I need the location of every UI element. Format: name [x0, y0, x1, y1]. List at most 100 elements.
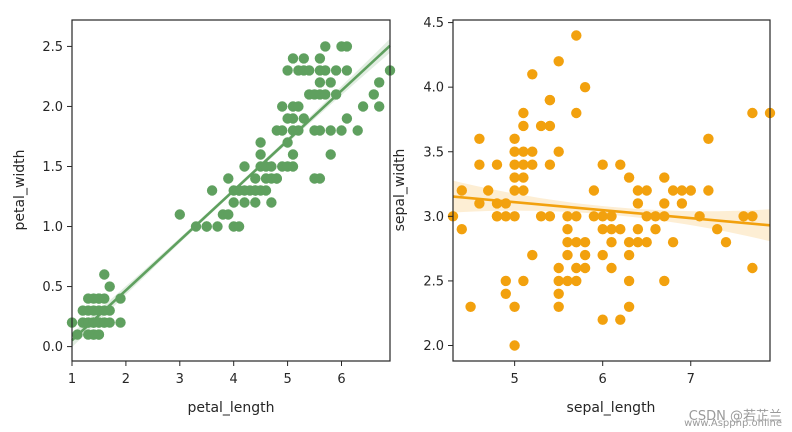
right-y-tick-label: 4.0 [423, 81, 444, 96]
right-data-point [509, 301, 520, 312]
left-x-tick-label: 4 [230, 372, 238, 387]
right-data-point [597, 224, 608, 235]
right-data-point [553, 146, 564, 157]
left-x-tick-label: 1 [68, 372, 76, 387]
right-data-point [553, 262, 564, 274]
right-data-point [527, 69, 538, 80]
left-data-point [314, 173, 326, 184]
right-data-point [747, 107, 758, 119]
right-data-point [571, 275, 582, 287]
left-data-point [250, 185, 261, 196]
left-data-point [233, 221, 245, 232]
left-data-point [325, 77, 336, 88]
right-data-point [597, 249, 608, 261]
left-data-point [228, 197, 239, 208]
right-data-point [562, 211, 573, 222]
right-data-point [500, 211, 511, 222]
left-data-point [223, 209, 234, 220]
right-regression-segment [452, 195, 771, 227]
right-data-point [527, 159, 538, 170]
right-panel: 5 6 7 2.0 2.5 3.0 3.5 4.0 4.5 sepal_length sepa… [392, 16, 776, 416]
left-y-tick-label: 1.5 [42, 160, 63, 175]
left-data-point [277, 101, 288, 112]
right-data-point [659, 275, 670, 287]
right-data-point [606, 262, 617, 274]
right-data-point [597, 314, 608, 325]
left-data-point [298, 53, 309, 64]
left-data-point [255, 149, 266, 160]
right-data-point [456, 224, 467, 235]
right-data-point [518, 159, 529, 170]
left-data-point [330, 65, 342, 76]
left-data-point [293, 101, 304, 112]
left-x-tick-label: 3 [176, 372, 184, 387]
right-data-point [509, 172, 520, 183]
left-x-tick-label: 2 [122, 372, 130, 387]
right-data-point [747, 211, 758, 222]
right-data-point [553, 56, 564, 67]
right-data-point [615, 314, 626, 325]
right-data-point [571, 262, 582, 274]
right-data-point [562, 249, 573, 261]
left-data-point [287, 161, 299, 172]
right-data-point [553, 301, 564, 312]
left-data-point [83, 329, 94, 340]
left-data-point [341, 41, 353, 52]
right-data-point [676, 185, 688, 196]
left-data-point [325, 149, 336, 160]
right-data-point [579, 82, 591, 93]
right-data-point [518, 107, 529, 119]
right-y-axis-label: sepal_width [392, 149, 408, 232]
left-data-point [368, 89, 379, 100]
right-y-tick-label: 2.5 [423, 274, 444, 289]
right-data-point [562, 224, 573, 235]
watermark-site: www.Aspphp.online [684, 418, 782, 429]
left-data-point [266, 197, 277, 208]
left-data-point [336, 125, 347, 136]
right-data-point [474, 133, 485, 144]
left-data-point [223, 173, 234, 184]
left-x-axis-label: petal_length [187, 400, 274, 416]
right-data-point [535, 120, 547, 132]
right-data-point [720, 237, 732, 248]
right-data-point [685, 185, 696, 196]
left-data-point [115, 317, 126, 328]
left-data-point [250, 197, 261, 208]
left-data-point [99, 293, 110, 304]
left-y-tick-label: 0.0 [42, 340, 63, 355]
left-y-ticks: 0.0 0.5 1.0 1.5 2.0 2.5 [42, 40, 72, 355]
right-data-point [579, 237, 591, 248]
left-data-point [314, 125, 326, 136]
right-y-ticks: 2.0 2.5 3.0 3.5 4.0 4.5 [423, 16, 453, 354]
right-data-point [632, 185, 644, 196]
left-x-tick-label: 6 [337, 372, 345, 387]
right-data-point [703, 133, 714, 144]
right-data-point [474, 198, 485, 209]
right-data-point [641, 237, 652, 248]
left-x-ticks: 1 2 3 4 5 6 [68, 361, 346, 387]
right-data-point [606, 224, 617, 235]
right-data-point [518, 172, 529, 183]
right-data-point [597, 159, 608, 170]
right-data-point [544, 94, 556, 106]
left-data-point [287, 53, 299, 64]
watermark-author: CSDN @若芷兰 [688, 409, 782, 424]
right-data-point [632, 237, 644, 248]
right-x-axis-label: sepal_length [567, 400, 656, 416]
left-data-point [212, 221, 223, 232]
right-data-point [606, 237, 617, 248]
left-data-point [271, 173, 282, 184]
left-data-point [201, 221, 212, 232]
right-data-point [544, 159, 556, 170]
right-data-point [632, 198, 644, 209]
right-data-point [553, 288, 564, 299]
right-x-tick-label: 7 [687, 372, 695, 387]
left-data-point [260, 185, 272, 196]
right-data-point [579, 249, 591, 261]
right-data-point [518, 146, 529, 157]
left-data-point [287, 149, 299, 160]
right-axes-frame [452, 19, 771, 362]
right-data-point [571, 211, 582, 222]
right-data-point [483, 185, 494, 196]
left-data-point [277, 125, 288, 136]
